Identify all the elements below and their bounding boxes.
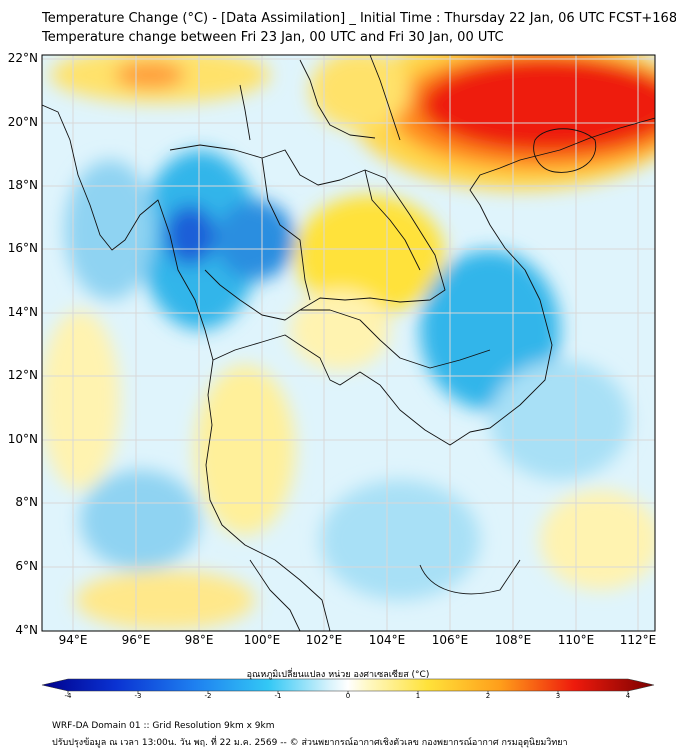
colorbar-tick: -1 [274, 692, 282, 700]
colorbar [41, 678, 655, 694]
colorbar-tick: -4 [64, 692, 72, 700]
lon-label-94e: 94°E [58, 633, 88, 647]
lat-label-6n: 6°N [15, 559, 38, 573]
lon-label-106e: 106°E [431, 633, 469, 647]
lon-label-108e: 108°E [494, 633, 532, 647]
colorbar-tick: 3 [555, 692, 561, 700]
lat-label-18n: 18°N [7, 178, 38, 192]
colorbar-tick: -2 [204, 692, 212, 700]
lat-label-20n: 20°N [7, 115, 38, 129]
footer-model-info: WRF-DA Domain 01 :: Grid Resolution 9km … [52, 721, 275, 731]
temperature-field [42, 55, 655, 630]
footer-credit: ปรับปรุงข้อมูล ณ เวลา 13:00น. วัน พฤ. ที… [52, 738, 568, 748]
colorbar-tick: -3 [134, 692, 142, 700]
graticule [42, 55, 655, 631]
lat-label-22n: 22°N [7, 51, 38, 65]
lon-label-112e: 112°E [619, 633, 657, 647]
chart-title: Temperature Change (°C) - [Data Assimila… [42, 11, 676, 26]
chart-subtitle: Temperature change between Fri 23 Jan, 0… [42, 30, 504, 45]
lon-label-96e: 96°E [121, 633, 151, 647]
colorbar-tick: 1 [415, 692, 421, 700]
colorbar-tick: 0 [345, 692, 351, 700]
coastlines-and-borders [42, 55, 655, 631]
lon-label-100e: 100°E [243, 633, 281, 647]
lon-label-98e: 98°E [184, 633, 214, 647]
colorbar-label: อุณหภูมิเปลี่ยนแปลง หน่วย องศาเซลเซียส (… [246, 670, 430, 680]
lat-label-4n: 4°N [15, 623, 38, 637]
lat-label-16n: 16°N [7, 241, 38, 255]
lat-label-12n: 12°N [7, 368, 38, 382]
lat-label-10n: 10°N [7, 432, 38, 446]
colorbar-tick: 2 [485, 692, 491, 700]
lon-label-110e: 110°E [557, 633, 595, 647]
lon-label-102e: 102°E [305, 633, 343, 647]
lat-label-8n: 8°N [15, 495, 38, 509]
map-frame [41, 54, 656, 632]
colorbar-tick: 4 [625, 692, 631, 700]
lat-label-14n: 14°N [7, 305, 38, 319]
lon-label-104e: 104°E [368, 633, 406, 647]
